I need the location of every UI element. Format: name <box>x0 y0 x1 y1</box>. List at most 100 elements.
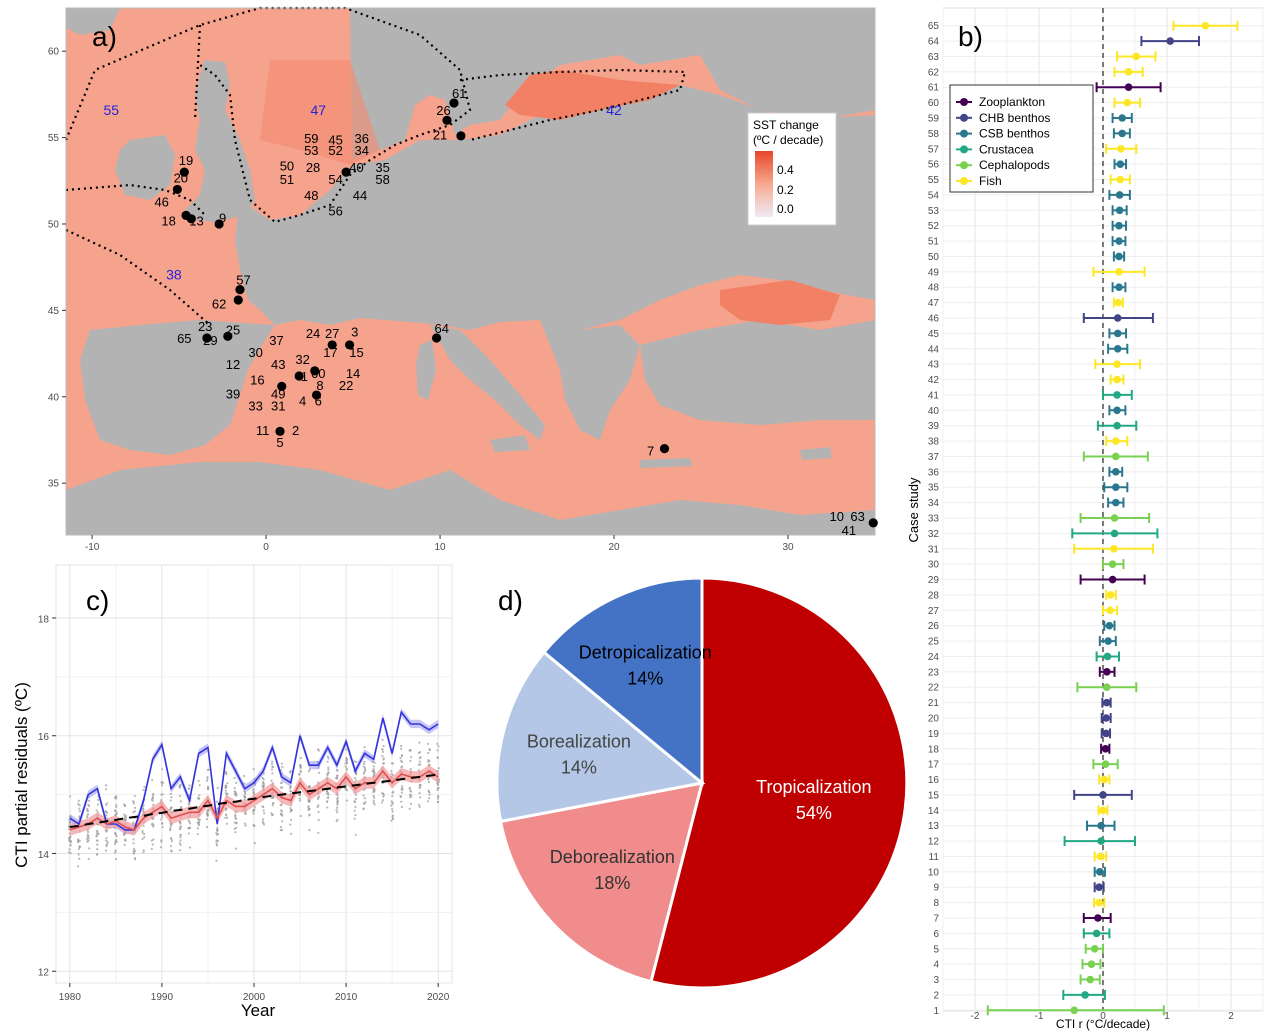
residual-point <box>428 747 431 751</box>
residual-point <box>326 800 329 803</box>
errorbar-point <box>1106 591 1115 599</box>
pie-label-name: Tropicalization <box>756 777 871 797</box>
residual-point <box>272 802 275 805</box>
residual-point <box>437 786 440 790</box>
residual-point <box>354 813 357 817</box>
case-study-tick-label: 1 <box>933 1006 939 1017</box>
residual-point <box>345 767 348 770</box>
errorbar-point <box>1115 283 1123 292</box>
residual-point <box>205 818 209 821</box>
errorbar-point <box>1090 944 1099 953</box>
residual-point <box>418 792 421 795</box>
errorbar-point <box>1124 83 1133 92</box>
residual-point <box>141 809 144 813</box>
residual-point <box>198 818 201 821</box>
case-study-tick-label: 13 <box>928 821 940 832</box>
sst-legend-title-1: SST change <box>753 118 819 132</box>
case-study-tick-label: 57 <box>928 144 940 155</box>
legend-entry: Fish <box>979 174 1002 188</box>
residual-point <box>152 792 155 796</box>
case-study-tick-label: 60 <box>928 98 940 109</box>
residual-point <box>205 826 209 829</box>
residual-point <box>391 817 394 820</box>
errorbar-point <box>1110 544 1118 553</box>
residual-point <box>106 811 109 814</box>
residual-point <box>235 826 238 829</box>
region-label: 42 <box>606 102 622 118</box>
errorbar-point <box>1124 68 1133 76</box>
site-label: 14 <box>346 366 360 381</box>
residual-point <box>206 813 209 816</box>
errorbar-2 <box>1062 989 1106 1000</box>
residual-point <box>233 776 236 780</box>
residual-point <box>318 771 321 775</box>
residual-point <box>132 838 135 841</box>
residual-point <box>216 839 220 843</box>
residual-point <box>169 844 173 848</box>
residual-point <box>417 803 421 806</box>
case-study-tick-label: 19 <box>928 729 940 740</box>
site-label: 30 <box>248 345 262 360</box>
errorbar-point <box>1103 698 1111 707</box>
residual-point <box>419 756 422 759</box>
residual-point <box>437 745 440 748</box>
residual-point <box>390 804 393 807</box>
residual-point <box>132 802 136 805</box>
residual-point <box>78 807 81 810</box>
errorbar-55 <box>1109 174 1131 185</box>
residual-point <box>233 786 236 790</box>
errorbar-63 <box>1116 51 1157 62</box>
residual-point <box>178 794 182 798</box>
residual-point <box>206 779 209 782</box>
errorbar-point <box>1102 729 1110 738</box>
residual-point <box>409 796 412 799</box>
year-tick-label: 2010 <box>335 992 358 1003</box>
site-point <box>456 131 466 141</box>
residual-point <box>97 798 100 801</box>
residual-point <box>244 812 247 815</box>
site-label: 29 <box>203 333 217 348</box>
residual-point <box>197 822 200 826</box>
residual-point <box>344 765 347 768</box>
errorbar-15 <box>1073 789 1133 800</box>
errorbar-point <box>1116 160 1125 168</box>
residual-point <box>419 796 422 799</box>
residual-point <box>233 821 236 824</box>
site-label: 52 <box>328 143 342 158</box>
residual-point <box>436 782 439 785</box>
residual-point <box>178 821 182 824</box>
residual-point <box>178 842 181 845</box>
site-label: 58 <box>375 172 389 187</box>
errorbar-point <box>1094 914 1102 922</box>
case-study-tick-label: 39 <box>928 421 940 432</box>
residual-point <box>271 772 274 775</box>
case-study-tick-label: 25 <box>928 637 940 648</box>
residual-point <box>179 825 183 828</box>
errorbar-18 <box>1100 743 1111 754</box>
residual-point <box>86 833 89 837</box>
residual-point <box>400 805 404 809</box>
residual-point <box>270 768 274 771</box>
residual-point <box>141 829 144 833</box>
residual-point <box>207 768 210 771</box>
residual-point <box>409 759 412 763</box>
residual-point <box>115 803 118 807</box>
cti-tick-label: 14 <box>38 850 50 861</box>
residual-point <box>152 803 155 806</box>
residual-point <box>400 744 403 748</box>
residual-point <box>353 801 357 804</box>
cti-tick-label: 18 <box>38 614 50 625</box>
pie-label-percent: 14% <box>561 757 597 777</box>
residual-point <box>299 799 302 802</box>
cti-tick-label: 16 <box>38 732 50 743</box>
errorbar-point <box>1166 37 1174 45</box>
errorbar-25 <box>1098 636 1117 647</box>
residual-point <box>105 830 108 833</box>
residual-point <box>69 841 72 844</box>
residual-point <box>408 786 412 790</box>
residual-point <box>418 741 421 744</box>
case-study-tick-label: 43 <box>928 360 940 371</box>
residual-point <box>399 794 402 798</box>
errorbar-14 <box>1097 805 1109 816</box>
errorbar-53 <box>1111 205 1128 216</box>
